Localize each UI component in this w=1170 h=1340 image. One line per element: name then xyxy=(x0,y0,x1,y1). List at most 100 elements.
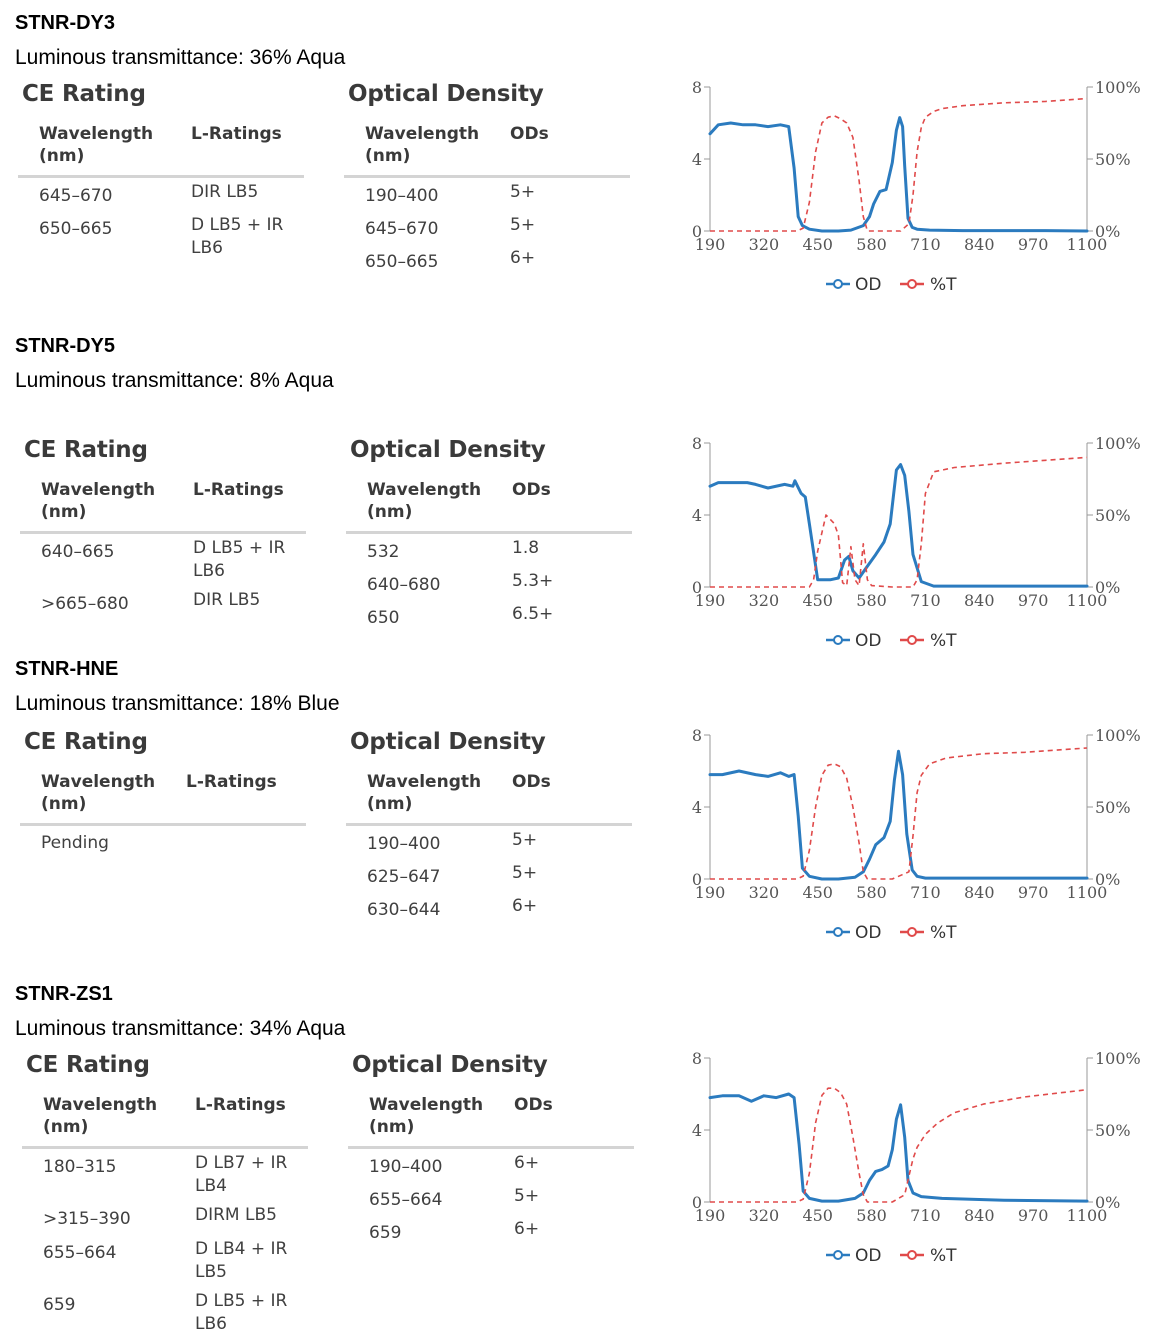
chart-legend: OD %T xyxy=(826,631,957,651)
od-col-wavelength: Wavelength (nm) xyxy=(367,480,482,522)
y-left-tick-label: 4 xyxy=(692,506,702,525)
od-col-wavelength: Wavelength (nm) xyxy=(365,124,480,166)
luminous-transmittance: Luminous transmittance: 18% Blue xyxy=(15,692,340,715)
od-series-line xyxy=(708,116,1089,233)
product-name: STNR-ZS1 xyxy=(15,983,113,1005)
legend-t-marker xyxy=(907,279,917,289)
x-tick-label: 710 xyxy=(910,883,941,902)
x-tick-label: 840 xyxy=(964,235,995,254)
ce-row-rating: DIR LB5 xyxy=(191,182,259,202)
od-row-wavelength: 190–400 xyxy=(367,834,441,854)
od-col-wavelength: Wavelength (nm) xyxy=(369,1095,484,1137)
x-tick-label: 190 xyxy=(695,1206,726,1225)
chart-svg: 0 4 8 0% 50% 100% 190 320 450 580 710 840 970 1100 OD%… xyxy=(692,434,1141,651)
x-tick-label: 320 xyxy=(749,235,780,254)
product-name: STNR-DY5 xyxy=(15,335,116,357)
ce-row-wavelength: 655–664 xyxy=(43,1243,117,1263)
x-tick-label: 970 xyxy=(1018,591,1049,610)
ce-row-rating: DIRM LB5 xyxy=(195,1205,277,1225)
y-right-tick-label: 100% xyxy=(1095,434,1141,453)
legend-t-marker xyxy=(907,927,917,937)
od-series-line xyxy=(708,749,1089,881)
x-tick-label: 840 xyxy=(964,591,995,610)
ce-row-rating: D LB5 + IR LB6 xyxy=(193,538,286,581)
x-tick-label: 970 xyxy=(1018,1206,1049,1225)
od-transmittance-chart: 0 4 8 0% 50% 100% 190 320 450 580 710 840 970 1100 OD%… xyxy=(660,428,1170,658)
y-right-tick-label: 100% xyxy=(1095,1049,1141,1068)
ce-header-rule xyxy=(18,175,304,178)
od-row-value: 5.3+ xyxy=(512,571,554,591)
ce-header-rule xyxy=(20,823,306,826)
y-left-tick-label: 4 xyxy=(692,150,702,169)
ce-row-wavelength: 645–670 xyxy=(39,186,113,206)
x-tick-label: 840 xyxy=(964,883,995,902)
od-row-value: 6+ xyxy=(514,1153,540,1173)
ce-header-rule xyxy=(22,1146,308,1149)
ce-row-wavelength: 650–665 xyxy=(39,219,113,239)
od-row-wavelength: 640–680 xyxy=(367,575,441,595)
x-tick-label: 1100 xyxy=(1067,883,1108,902)
y-right-tick-label: 100% xyxy=(1095,78,1141,97)
od-header-rule xyxy=(344,175,630,178)
ce-rating-title: CE Rating xyxy=(22,81,146,107)
product-name: STNR-DY3 xyxy=(15,12,116,34)
ce-row-rating: D LB5 + IR LB6 xyxy=(191,215,284,258)
od-col-ods: ODs xyxy=(510,124,549,144)
transmittance-series-line xyxy=(710,1087,1088,1203)
od-series-line xyxy=(708,463,1089,588)
legend-od-label: OD xyxy=(855,923,881,943)
od-row-wavelength: 532 xyxy=(367,542,400,562)
od-transmittance-chart: 0 4 8 0% 50% 100% 190 320 450 580 710 840 970 1100 OD%… xyxy=(660,1043,1170,1273)
legend-t-marker xyxy=(907,635,917,645)
ce-row-wavelength: >315–390 xyxy=(43,1209,131,1229)
luminous-transmittance: Luminous transmittance: 34% Aqua xyxy=(15,1017,346,1040)
ce-rating-title: CE Rating xyxy=(26,1052,150,1078)
x-tick-label: 450 xyxy=(802,235,833,254)
legend-od-label: OD xyxy=(855,1246,881,1266)
legend-t-marker xyxy=(907,1250,917,1260)
optical-density-title: Optical Density xyxy=(348,81,544,107)
legend-od-marker xyxy=(833,279,843,289)
od-row-value: 5+ xyxy=(510,182,536,202)
x-tick-label: 320 xyxy=(749,883,780,902)
ce-col-wavelength: Wavelength (nm) xyxy=(41,772,156,814)
legend-od-label: OD xyxy=(855,631,881,651)
ce-col-l-ratings: L-Ratings xyxy=(193,480,284,500)
od-transmittance-chart: 0 4 8 0% 50% 100% 190 320 450 580 710 840 970 1100 OD%… xyxy=(660,72,1170,302)
legend-t-label: %T xyxy=(930,923,957,943)
y-right-tick-label: 50% xyxy=(1095,506,1131,525)
ce-row-wavelength: 640–665 xyxy=(41,542,115,562)
x-tick-label: 1100 xyxy=(1067,235,1108,254)
optical-density-title: Optical Density xyxy=(350,729,546,755)
y-left-tick-label: 0 xyxy=(692,578,702,597)
ce-rating-title: CE Rating xyxy=(24,729,148,755)
x-tick-label: 1100 xyxy=(1067,591,1108,610)
x-tick-label: 190 xyxy=(695,235,726,254)
ce-rating-title: CE Rating xyxy=(24,437,148,463)
od-col-ods: ODs xyxy=(512,772,551,792)
x-tick-label: 450 xyxy=(802,591,833,610)
od-row-wavelength: 650 xyxy=(367,608,400,628)
x-tick-label: 970 xyxy=(1018,235,1049,254)
od-row-value: 5+ xyxy=(510,215,536,235)
optical-density-title: Optical Density xyxy=(350,437,546,463)
ce-col-wavelength: Wavelength (nm) xyxy=(39,124,154,166)
chart-svg: 0 4 8 0% 50% 100% 190 320 450 580 710 840 970 1100 OD%… xyxy=(692,726,1141,943)
y-left-tick-label: 8 xyxy=(692,434,702,453)
chart-legend: OD %T xyxy=(826,923,957,943)
optical-density-title: Optical Density xyxy=(352,1052,548,1078)
ce-col-l-ratings: L-Ratings xyxy=(195,1095,286,1115)
x-tick-label: 1100 xyxy=(1067,1206,1108,1225)
ce-row-wavelength: 659 xyxy=(43,1295,76,1315)
y-right-tick-label: 0% xyxy=(1095,870,1120,889)
legend-t-label: %T xyxy=(930,631,957,651)
ce-row-wavelength: Pending xyxy=(41,833,109,853)
x-tick-label: 190 xyxy=(695,883,726,902)
od-row-wavelength: 625–647 xyxy=(367,867,441,887)
x-tick-label: 320 xyxy=(749,591,780,610)
luminous-transmittance: Luminous transmittance: 36% Aqua xyxy=(15,46,346,69)
y-right-tick-label: 100% xyxy=(1095,726,1141,745)
product-name: STNR-HNE xyxy=(15,658,119,680)
legend-t-label: %T xyxy=(930,1246,957,1266)
od-header-rule xyxy=(346,823,632,826)
